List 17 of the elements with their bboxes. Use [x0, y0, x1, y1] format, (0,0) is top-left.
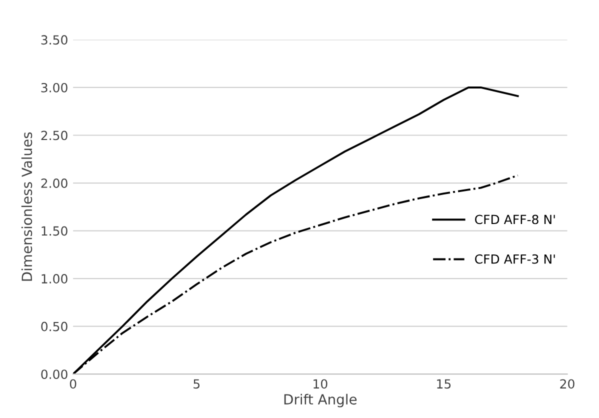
y-axis-title: Dimensionless Values	[21, 132, 32, 281]
y-tick-label: 1.50	[42, 226, 68, 236]
x-tick-label: 0	[70, 379, 76, 389]
y-tick-label: 0.50	[41, 322, 68, 332]
y-tick-label: 2.00	[41, 178, 68, 188]
legend-label: CFD AFF-3 N'	[475, 254, 555, 264]
x-tick-label: 5	[194, 379, 200, 389]
y-tick-label: 3.00	[41, 82, 68, 92]
y-tick-label: 0.00	[41, 370, 68, 380]
y-tick-label: 1.00	[42, 274, 68, 284]
x-tick-label: 20	[560, 379, 574, 389]
x-tick-label: 15	[437, 379, 451, 389]
y-tick-label: 2.50	[41, 130, 68, 140]
x-axis-title: Drift Angle	[284, 394, 357, 408]
y-tick-label: 3.50	[41, 35, 68, 45]
legend-label: CFD AFF-8 N'	[475, 214, 555, 224]
x-tick-label: 10	[314, 379, 328, 389]
